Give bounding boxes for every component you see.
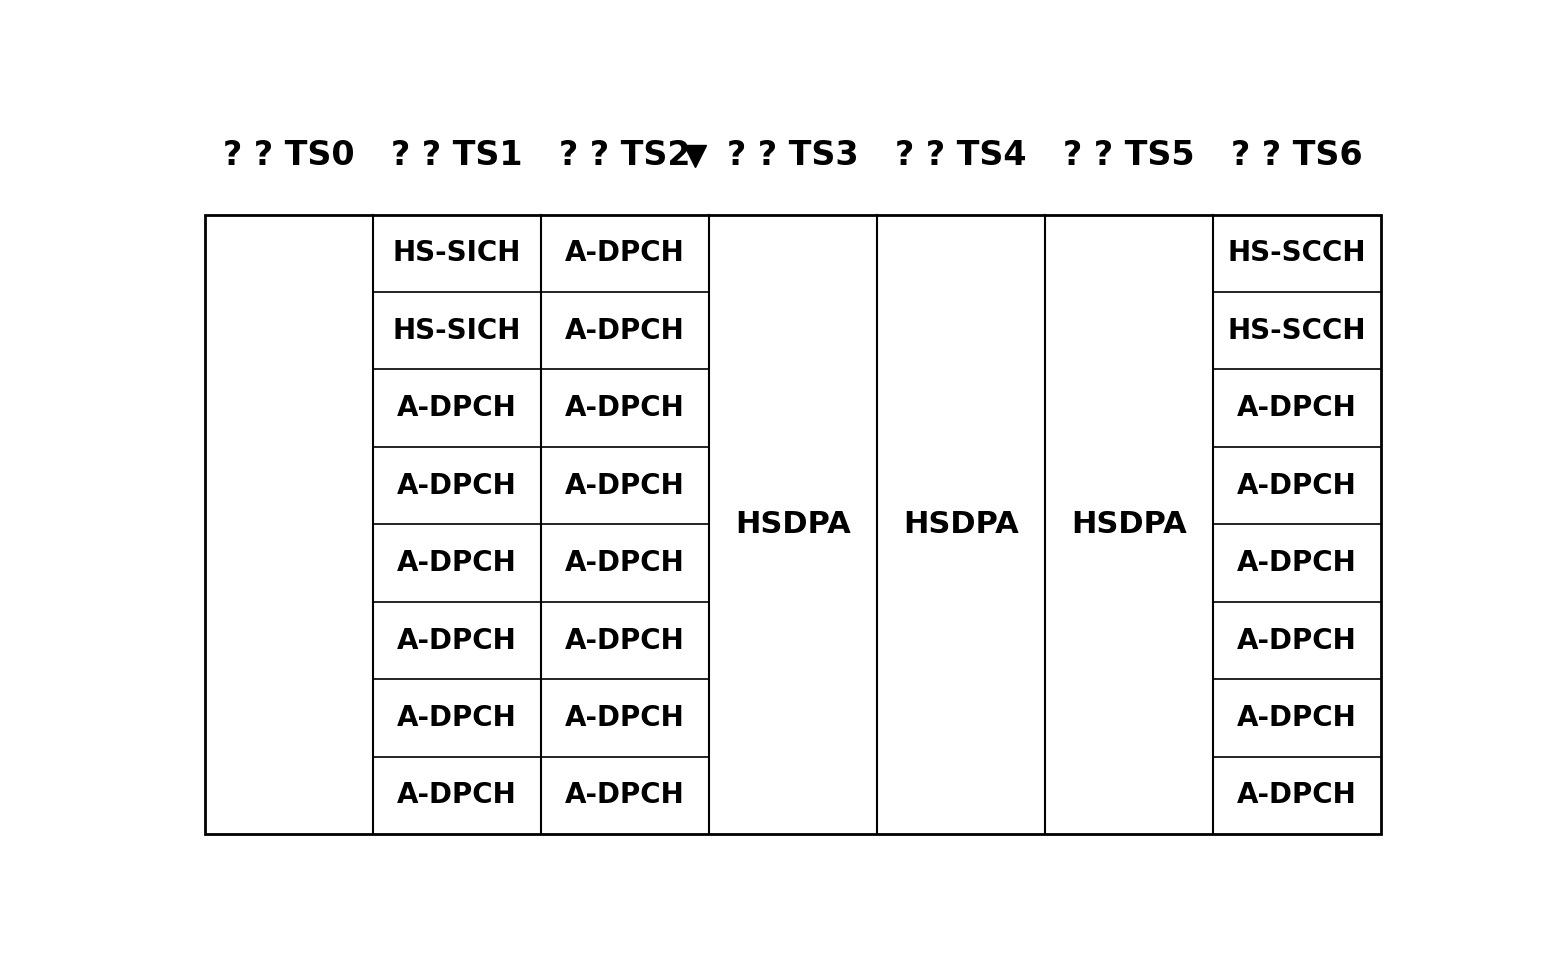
Text: ? ? TS1: ? ? TS1 xyxy=(391,139,522,172)
Text: A-DPCH: A-DPCH xyxy=(396,627,516,654)
Text: HSDPA: HSDPA xyxy=(903,510,1019,538)
Text: A-DPCH: A-DPCH xyxy=(396,549,516,577)
Text: A-DPCH: A-DPCH xyxy=(396,394,516,422)
Text: A-DPCH: A-DPCH xyxy=(566,394,684,422)
Text: HS-SCCH: HS-SCCH xyxy=(1228,240,1367,267)
Text: ? ? TS0: ? ? TS0 xyxy=(223,139,354,172)
Text: ? ? TS3: ? ? TS3 xyxy=(727,139,858,172)
Text: A-DPCH: A-DPCH xyxy=(566,317,684,345)
Text: A-DPCH: A-DPCH xyxy=(1237,704,1356,732)
Text: A-DPCH: A-DPCH xyxy=(396,471,516,500)
Text: A-DPCH: A-DPCH xyxy=(566,782,684,810)
Text: A-DPCH: A-DPCH xyxy=(1237,394,1356,422)
Text: HS-SCCH: HS-SCCH xyxy=(1228,317,1367,345)
Text: HSDPA: HSDPA xyxy=(735,510,851,538)
Bar xyxy=(205,215,1381,834)
Text: A-DPCH: A-DPCH xyxy=(396,704,516,732)
Text: ? ? TS4: ? ? TS4 xyxy=(895,139,1026,172)
Text: A-DPCH: A-DPCH xyxy=(1237,549,1356,577)
Text: A-DPCH: A-DPCH xyxy=(566,240,684,267)
Text: ? ? TS6: ? ? TS6 xyxy=(1231,139,1362,172)
Text: A-DPCH: A-DPCH xyxy=(566,704,684,732)
Text: ? ? TS2: ? ? TS2 xyxy=(559,139,690,172)
Text: HS-SICH: HS-SICH xyxy=(393,317,521,345)
Text: A-DPCH: A-DPCH xyxy=(1237,782,1356,810)
Text: A-DPCH: A-DPCH xyxy=(566,471,684,500)
Text: HS-SICH: HS-SICH xyxy=(393,240,521,267)
Text: A-DPCH: A-DPCH xyxy=(396,782,516,810)
Text: A-DPCH: A-DPCH xyxy=(566,627,684,654)
Text: A-DPCH: A-DPCH xyxy=(1237,627,1356,654)
Text: HSDPA: HSDPA xyxy=(1071,510,1187,538)
Text: A-DPCH: A-DPCH xyxy=(566,549,684,577)
Text: ? ? TS5: ? ? TS5 xyxy=(1063,139,1194,172)
Text: A-DPCH: A-DPCH xyxy=(1237,471,1356,500)
